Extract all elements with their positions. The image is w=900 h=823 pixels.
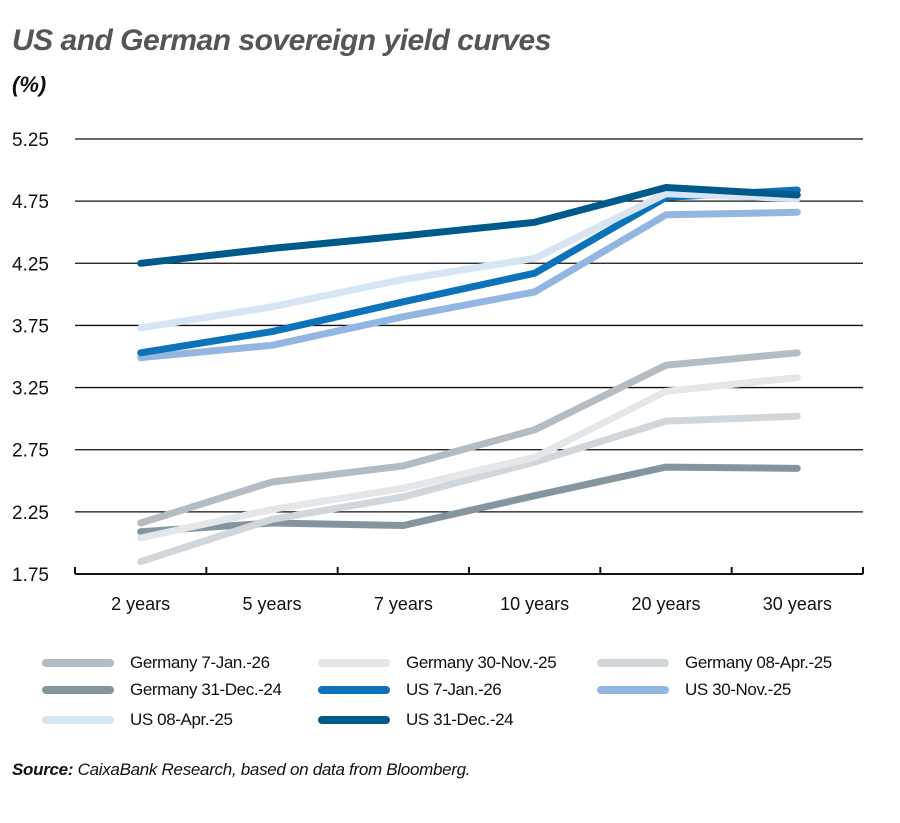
legend-item: Germany 30-Nov.-25 (318, 650, 557, 676)
legend-swatch (318, 659, 390, 667)
legend-item: Germany 31-Dec.-24 (42, 677, 282, 703)
y-tick-label: 2.25 (12, 503, 49, 524)
y-tick-label: 3.25 (12, 379, 49, 400)
legend-item: US 31-Dec.-24 (318, 707, 514, 733)
legend-swatch (42, 659, 114, 667)
y-tick-label: 5.25 (12, 130, 49, 151)
legend-label: Germany 31-Dec.-24 (130, 680, 282, 699)
y-tick-label: 1.75 (12, 565, 49, 586)
legend-swatch (42, 716, 114, 724)
y-tick-label: 2.75 (12, 441, 49, 462)
x-tick-label: 30 years (763, 594, 832, 614)
legend-item: US 08-Apr.-25 (42, 707, 233, 733)
x-tick-label: 5 years (242, 594, 301, 614)
series-line (137, 190, 801, 332)
legend-swatch (597, 686, 669, 694)
series-line (137, 184, 801, 267)
legend-swatch (318, 716, 390, 724)
source-note: Source: CaixaBank Research, based on dat… (12, 760, 471, 780)
legend-label: Germany 30-Nov.-25 (406, 653, 557, 672)
chart-title: US and German sovereign yield curves (12, 24, 551, 57)
legend-item: Germany 7-Jan.-26 (42, 650, 270, 676)
legend-label: Germany 08-Apr.-25 (685, 653, 832, 672)
y-tick-label: 3.75 (12, 316, 49, 337)
y-tick-label: 4.25 (12, 254, 49, 275)
legend-item: US 30-Nov.-25 (597, 677, 791, 703)
y-tick-label: 4.75 (12, 192, 49, 213)
source-text: CaixaBank Research, based on data from B… (73, 760, 471, 779)
series-line (137, 412, 801, 566)
legend-label: US 30-Nov.-25 (685, 680, 791, 699)
series-line (137, 374, 801, 542)
legend-swatch (42, 686, 114, 694)
series-line (137, 349, 801, 527)
x-tick-label: 20 years (631, 594, 700, 614)
x-tick-label: 2 years (111, 594, 170, 614)
line-chart: 1.75 2.25 2.75 3.25 3.75 4.25 4.75 5.25 2 years 5… (12, 130, 864, 614)
legend-swatch (318, 686, 390, 694)
legend-label: US 7-Jan.-26 (406, 680, 502, 699)
x-tick-label: 7 years (374, 594, 433, 614)
x-tick-label: 10 years (500, 594, 569, 614)
legend-swatch (597, 659, 669, 667)
series-line (137, 208, 801, 362)
legend-label: US 08-Apr.-25 (130, 710, 233, 729)
legend-item: US 7-Jan.-26 (318, 677, 502, 703)
source-label: Source: (12, 760, 74, 779)
legend-label: Germany 7-Jan.-26 (130, 653, 270, 672)
legend-item: Germany 08-Apr.-25 (597, 650, 832, 676)
y-axis-unit: (%) (12, 72, 47, 97)
legend-label: US 31-Dec.-24 (406, 710, 514, 729)
